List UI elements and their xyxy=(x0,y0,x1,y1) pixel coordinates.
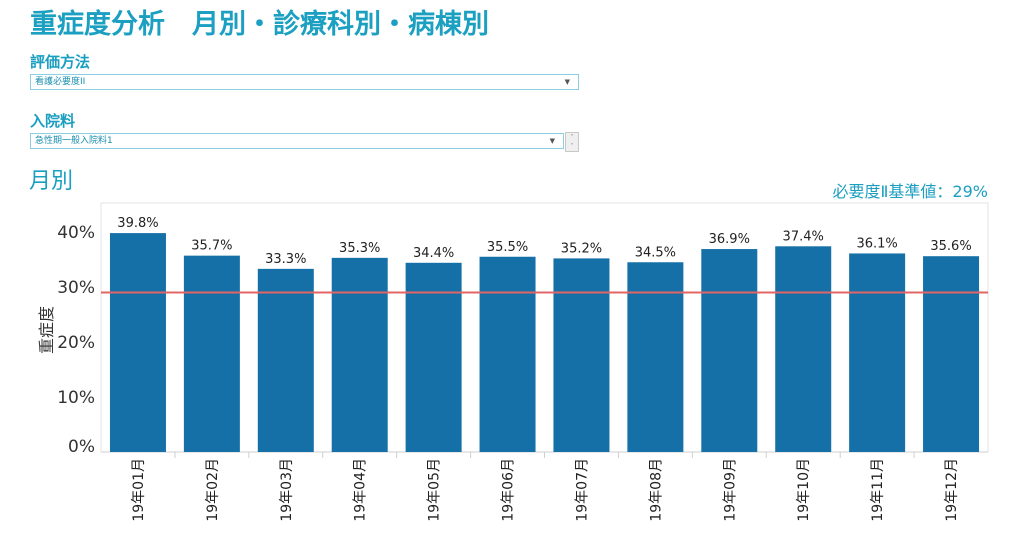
page-title: 重症度分析 月別・診療科別・病棟別 xyxy=(30,9,489,40)
y-tick-label: 20% xyxy=(57,333,95,353)
x-tick-label: 19年02月 xyxy=(205,458,221,522)
x-tick-label: 19年11月 xyxy=(870,458,886,522)
x-tick-label: 19年03月 xyxy=(279,458,295,522)
baseline-note: 必要度Ⅱ基準値：29% xyxy=(832,182,988,201)
bar[interactable] xyxy=(627,262,684,452)
x-tick-label: 19年12月 xyxy=(944,458,960,522)
data-label: 39.8% xyxy=(117,216,158,231)
x-tick-label: 19年04月 xyxy=(353,458,369,522)
data-label: 35.7% xyxy=(191,239,232,254)
admission-fee-label: 入院料 xyxy=(30,112,76,130)
y-tick-label: 40% xyxy=(57,223,95,243)
bar[interactable] xyxy=(109,233,166,452)
x-tick-label: 19年01月 xyxy=(131,458,147,522)
data-label: 34.5% xyxy=(635,245,676,260)
x-tick-label: 19年07月 xyxy=(574,458,590,522)
data-label: 34.4% xyxy=(413,246,454,261)
data-label: 36.9% xyxy=(709,232,750,247)
bar[interactable] xyxy=(257,268,314,452)
admission-fee-select[interactable]: 急性期一般入院料1 ▼ xyxy=(30,133,564,149)
triangle-down-icon[interactable]: ▼ xyxy=(564,78,570,86)
spinner-icon[interactable]: ˄ ˅ xyxy=(565,132,579,152)
y-tick-label: 10% xyxy=(57,388,95,408)
data-label: 35.5% xyxy=(487,240,528,255)
data-label: 37.4% xyxy=(783,229,824,244)
x-tick-label: 19年08月 xyxy=(648,458,664,522)
data-label: 33.3% xyxy=(265,252,306,267)
x-tick-label: 19年05月 xyxy=(427,458,443,522)
x-tick-label: 19年06月 xyxy=(501,458,517,522)
x-tick-label: 19年09月 xyxy=(722,458,738,522)
bar[interactable] xyxy=(405,262,462,452)
evaluation-method-label: 評価方法 xyxy=(30,53,91,71)
evaluation-method-select[interactable]: 看護必要度II ▼ xyxy=(30,74,579,90)
bar[interactable] xyxy=(479,256,536,452)
data-label: 35.6% xyxy=(930,239,971,254)
data-label: 35.2% xyxy=(561,241,602,256)
data-label: 35.3% xyxy=(339,241,380,256)
y-tick-label: 30% xyxy=(57,278,95,298)
y-tick-label: 0% xyxy=(68,437,95,457)
admission-fee-value: 急性期一般入院料1 xyxy=(35,136,113,146)
y-axis-label: 重症度 xyxy=(37,306,56,354)
triangle-down-icon[interactable]: ▼ xyxy=(549,137,555,145)
bar[interactable] xyxy=(701,249,758,452)
section-title-monthly: 月別 xyxy=(29,169,74,194)
bar[interactable] xyxy=(331,257,388,452)
bar[interactable] xyxy=(183,255,240,452)
bar[interactable] xyxy=(923,256,980,452)
bar[interactable] xyxy=(775,246,832,452)
x-tick-label: 19年10月 xyxy=(796,458,812,522)
evaluation-method-value: 看護必要度II xyxy=(35,77,86,87)
bar[interactable] xyxy=(553,258,610,452)
bar[interactable] xyxy=(849,253,906,452)
data-label: 36.1% xyxy=(856,236,897,251)
